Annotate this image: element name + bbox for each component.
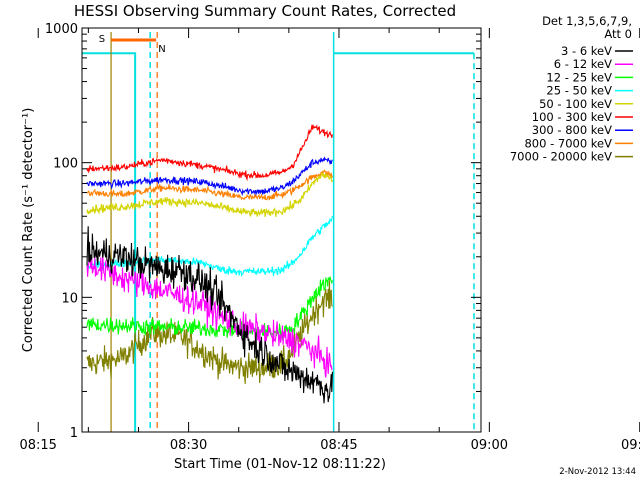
legend-label: 12 - 25 keV [546,70,612,84]
legend-label: 3 - 6 keV [561,44,612,58]
legend-header-line1: Det 1,3,5,6,7,9, [542,14,632,28]
y-axis-label: Corrected Count Rate (s⁻¹ detector⁻¹) [21,108,36,353]
legend-label: 300 - 800 keV [532,123,612,137]
series-line-6-12-kev [86,253,333,378]
y-tick-label: 10 [61,291,78,306]
series-line-800-7000-kev [86,169,333,201]
x-tick-label: 09:00 [471,438,508,453]
y-tick-label: 1 [70,426,78,441]
x-tick-label: 08:30 [170,438,207,453]
legend-label: 50 - 100 keV [539,97,612,111]
y-tick-label: 1000 [45,22,78,37]
legend-label: 7000 - 20000 keV [510,150,612,164]
legend-header-line2: Att 0 [604,27,632,41]
legend-label: 800 - 7000 keV [524,136,612,150]
series-line-7000-20000-kev [86,280,333,384]
legend-label: 25 - 50 keV [546,84,612,98]
y-tick-label: 100 [53,157,78,172]
series-line-50-100-kev [86,172,333,218]
legend-label: 100 - 300 keV [532,110,612,124]
series-line-3-6-kev [86,226,333,404]
night-marker-left [82,52,137,432]
series-line-100-300-kev [86,123,333,182]
plot-frame [81,27,482,433]
saa-label: S [99,34,105,45]
plot-area: SN [82,32,475,432]
series-line-12-25-kev [86,276,333,341]
x-tick-label: 09:15 [621,438,640,453]
night-label: N [158,44,165,55]
footer-date: 2-Nov-2012 13:44 [559,467,636,477]
legend-label: 6 - 12 keV [554,57,612,71]
chart-title: HESSI Observing Summary Count Rates, Cor… [74,2,456,20]
axes: 110100100008:1508:3008:4509:0009:1509:30… [19,22,640,453]
x-tick-label: 08:45 [320,438,357,453]
series-line-300-800-kev [86,156,333,197]
series-line-25-50-kev [86,215,333,278]
x-tick-label: 08:15 [19,438,56,453]
x-axis-label: Start Time (01-Nov-12 08:11:22) [174,457,386,472]
